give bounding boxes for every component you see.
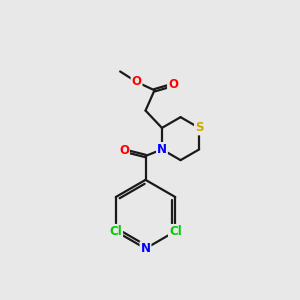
Text: N: N xyxy=(140,242,151,255)
Text: Cl: Cl xyxy=(169,225,182,238)
Text: O: O xyxy=(168,78,178,92)
Text: O: O xyxy=(119,144,129,157)
Text: S: S xyxy=(195,122,203,134)
Text: Cl: Cl xyxy=(110,225,122,238)
Text: N: N xyxy=(157,143,167,156)
Text: O: O xyxy=(132,75,142,88)
